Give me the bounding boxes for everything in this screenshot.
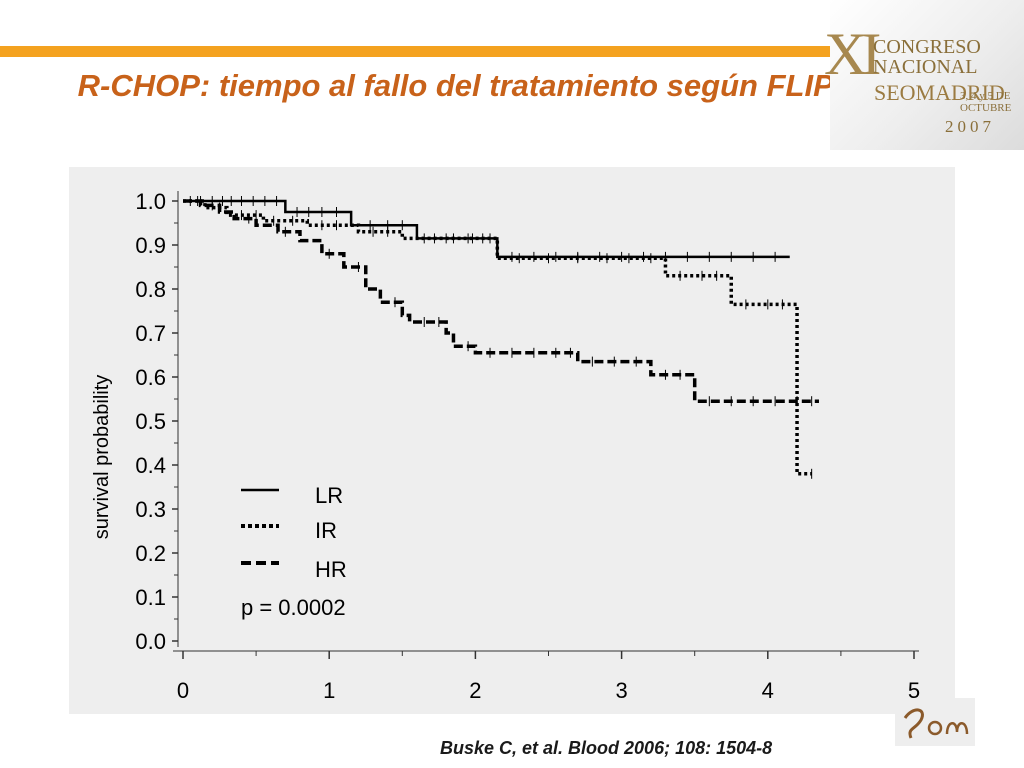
series-line-hr bbox=[183, 199, 819, 403]
logo-roman-numeral: XI bbox=[824, 21, 881, 87]
seom-logo bbox=[895, 698, 975, 746]
x-tick-label: 4 bbox=[762, 678, 774, 703]
citation: Buske C, et al. Blood 2006; 108: 1504-8 bbox=[440, 738, 773, 758]
y-tick-label: 0.0 bbox=[135, 629, 166, 654]
logo-text-seomadrid: SEOMADRID bbox=[874, 80, 1005, 105]
x-tick-label: 5 bbox=[908, 678, 920, 703]
x-tick-label: 0 bbox=[177, 678, 189, 703]
series-line-lr bbox=[183, 199, 790, 259]
legend-label-ir: IR bbox=[315, 518, 337, 543]
chart-legend: LR IR HR p = 0.0002 bbox=[241, 483, 347, 620]
y-tick-label: 0.2 bbox=[135, 541, 166, 566]
legend-label-hr: HR bbox=[315, 557, 347, 582]
y-axis-label: survival probability bbox=[91, 375, 113, 540]
series-line-ir bbox=[183, 199, 812, 476]
y-tick-label: 0.6 bbox=[135, 365, 166, 390]
logo-text-year: 2007 bbox=[945, 117, 995, 136]
y-tick-label: 0.9 bbox=[135, 233, 166, 258]
legend-label-lr: LR bbox=[315, 483, 343, 508]
y-tick-label: 0.5 bbox=[135, 409, 166, 434]
x-tick-label: 1 bbox=[323, 678, 335, 703]
y-tick-label: 1.0 bbox=[135, 189, 166, 214]
congress-logo bbox=[830, 0, 1024, 150]
y-tick-label: 0.3 bbox=[135, 497, 166, 522]
title-accent-bar bbox=[0, 46, 860, 57]
y-tick-label: 0.7 bbox=[135, 321, 166, 346]
logo-text-congreso: CONGRESO bbox=[873, 36, 981, 58]
y-tick-label: 0.8 bbox=[135, 277, 166, 302]
chart-panel: 0.0 0.1 0.2 0.3 0.4 0.5 0.6 0.7 0.8 0.9 1.0 0 1 2 3 4 5 … bbox=[69, 167, 955, 714]
y-tick-label: 0.1 bbox=[135, 585, 166, 610]
slide-title: R-CHOP: tiempo al fallo del tratamiento … bbox=[77, 68, 843, 103]
seom-logo-icon bbox=[903, 708, 969, 739]
x-tick-label: 2 bbox=[469, 678, 481, 703]
survival-chart: 0.00.10.20.30.40.50.60.70.80.91.00 1 2 3 4 5 … bbox=[91, 189, 920, 703]
y-tick-label: 0.4 bbox=[135, 453, 166, 478]
p-value-annotation: p = 0.0002 bbox=[241, 595, 346, 620]
logo-text-dates: 3, 4 y 5 DE OCTUBRE bbox=[960, 90, 1012, 114]
x-tick-label: 3 bbox=[615, 678, 627, 703]
logo-text-nacional: NACIONAL bbox=[873, 56, 978, 78]
